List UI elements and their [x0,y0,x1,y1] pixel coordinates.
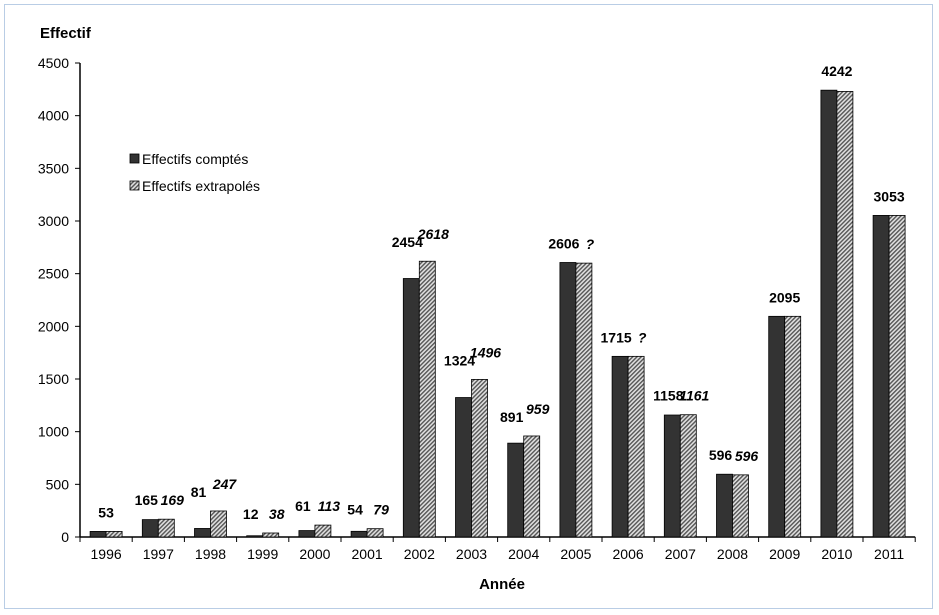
x-tick-label: 2009 [769,546,800,562]
data-label-counted: 596 [709,447,733,463]
bar-extrapolated [784,315,802,538]
data-label-counted: 1715 [601,329,632,345]
data-label-counted: 1324 [444,352,475,368]
data-label-counted: 81 [191,484,207,500]
data-label-extrapolated: 169 [161,492,185,508]
data-label-counted: 61 [295,498,311,514]
bar-counted [768,315,786,538]
data-label-extrapolated: ? [638,329,647,345]
data-label-counted: 12 [243,506,259,522]
data-label-extrapolated: ? [586,236,595,252]
legend: Effectifs comptés Effectifs extrapolés [129,151,260,194]
bar-extrapolated [262,532,280,538]
y-tick-label: 0 [61,529,69,545]
bar-extrapolated [157,518,175,538]
bar-counted [663,414,681,538]
bar-extrapolated [627,355,645,538]
bar-extrapolated [105,531,123,538]
x-tick-label: 2007 [665,546,696,562]
x-tick-label: 2008 [717,546,748,562]
bar-counted [559,262,577,538]
bar-extrapolated [366,528,384,538]
bar-counted [872,215,890,538]
bar-extrapolated [418,260,436,538]
x-tick-label: 1998 [195,546,226,562]
x-tick-label: 2002 [404,546,435,562]
legend-swatch-extrapolated [129,180,140,191]
data-label-counted: 891 [500,409,524,425]
y-tick-label: 4000 [38,108,69,124]
x-tick-label: 2001 [352,546,383,562]
bar-extrapolated [210,510,227,538]
x-tick-label: 2004 [508,546,539,562]
data-label-extrapolated: 38 [269,506,285,522]
data-label-extrapolated: 959 [526,401,550,417]
data-label-extrapolated: 2618 [417,226,449,242]
bar-counted [194,528,211,538]
bar-counted [89,531,107,538]
data-label-counted: 4242 [821,63,852,79]
x-tick-label: 1997 [143,546,174,562]
data-label-counted: 2454 [392,234,423,250]
bar-extrapolated [888,215,906,538]
bar-counted [402,278,420,538]
bar-extrapolated [523,435,541,538]
x-tick-label: 2000 [299,546,330,562]
bar-counted [350,530,368,538]
data-label-counted: 3053 [874,188,905,204]
legend-swatch-counted [129,153,140,164]
y-tick-label: 3000 [38,213,69,229]
y-tick-label: 1000 [38,424,69,440]
data-label-extrapolated: 247 [212,476,238,492]
bar-counted [820,89,838,538]
bar-counted [141,519,159,538]
x-tick-label: 2006 [613,546,644,562]
y-tick-label: 2500 [38,266,69,282]
legend-label-extrapolated: Effectifs extrapolés [142,178,260,194]
data-label-extrapolated: 113 [318,498,341,514]
bar-counted [611,355,629,538]
x-tick-label: 1999 [247,546,278,562]
data-label-counted: 54 [347,502,363,518]
bar-extrapolated [575,262,593,538]
bar-counted [716,473,733,538]
bar-extrapolated [732,474,749,538]
data-label-extrapolated: 79 [373,502,389,518]
bar-extrapolated [836,91,854,538]
y-tick-label: 500 [46,476,70,492]
x-tick-label: 2010 [821,546,852,562]
y-tick-label: 3500 [38,160,69,176]
bar-extrapolated [679,414,697,538]
bar-counted [246,535,264,538]
y-axis-title: Effectif [40,25,92,42]
x-tick-label: 1996 [91,546,122,562]
y-tick-label: 1500 [38,371,69,387]
data-label-counted: 1158 [653,388,684,404]
bar-counted [455,397,472,538]
data-label-extrapolated: 1161 [679,388,709,404]
bar-counted [507,442,525,538]
data-label-extrapolated: 596 [735,448,759,464]
data-label-counted: 2606 [548,236,579,252]
legend-label-counted: Effectifs comptés [142,151,248,167]
y-tick-label: 4500 [38,55,69,71]
x-tick-label: 2003 [456,546,487,562]
bar-counted [298,530,316,538]
data-label-counted: 165 [135,492,159,508]
x-tick-label: 2011 [874,546,904,562]
data-label-counted: 2095 [769,289,800,305]
data-label-extrapolated: 1496 [470,344,501,360]
x-tick-label: 2005 [560,546,591,562]
bar-extrapolated [471,379,488,538]
bar-extrapolated [314,524,332,538]
chart-frame [4,4,933,609]
data-label-counted: 53 [98,504,114,520]
y-tick-label: 2000 [38,318,69,334]
x-axis-title: Année [479,576,525,593]
